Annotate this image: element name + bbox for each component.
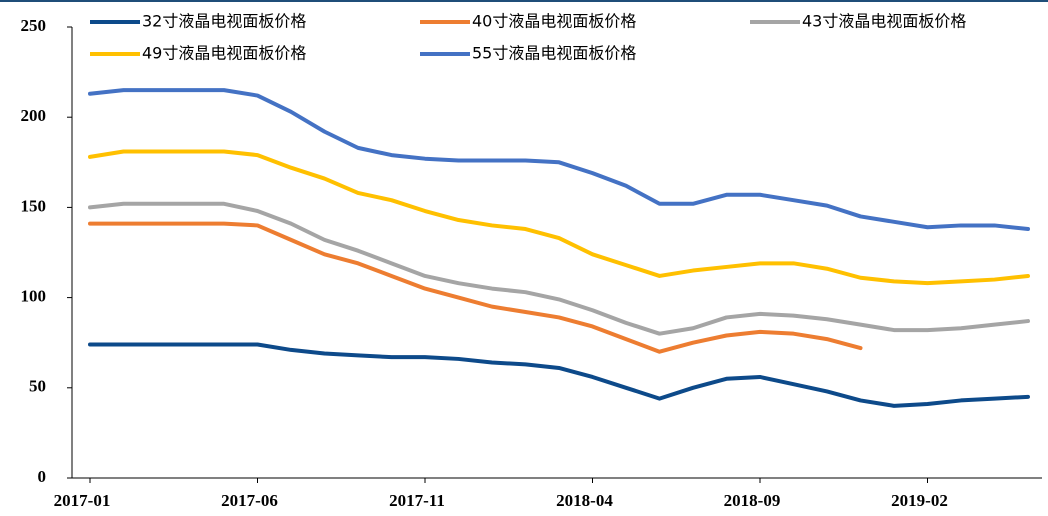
series-line — [88, 149, 1030, 286]
y-tick-label: 250 — [21, 16, 47, 35]
legend-label: 40寸液晶电视面板价格 — [472, 12, 636, 31]
series-line — [88, 201, 1030, 336]
series-line — [88, 342, 1030, 408]
legend-label: 55寸液晶电视面板价格 — [472, 44, 636, 63]
series-line — [88, 221, 863, 354]
y-tick-label: 100 — [21, 287, 47, 306]
x-tick-label: 2017-11 — [389, 491, 445, 510]
x-tick-label: 2018-09 — [724, 491, 781, 510]
legend-label: 43寸液晶电视面板价格 — [802, 12, 966, 31]
y-tick-label: 0 — [38, 467, 47, 486]
x-tick-label: 2019-02 — [891, 491, 948, 510]
legend-label: 49寸液晶电视面板价格 — [142, 44, 306, 63]
y-tick-label: 150 — [21, 196, 47, 215]
x-tick-label: 2017-06 — [221, 491, 278, 510]
y-tick-label: 50 — [29, 377, 46, 396]
series-line — [88, 88, 1030, 232]
y-tick-label: 200 — [21, 106, 47, 125]
legend-label: 32寸液晶电视面板价格 — [142, 12, 306, 31]
x-tick-label: 2018-04 — [556, 491, 613, 510]
x-tick-label: 2017-01 — [54, 491, 111, 510]
